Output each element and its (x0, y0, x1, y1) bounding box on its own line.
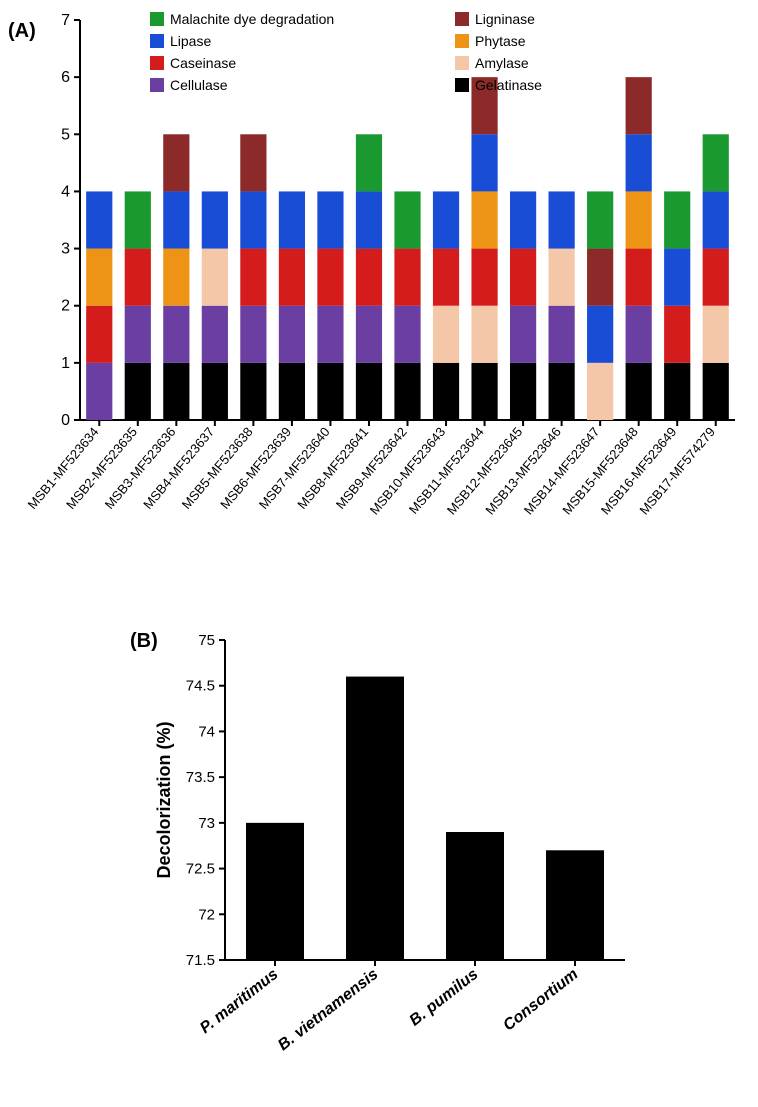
svg-text:71.5: 71.5 (186, 952, 215, 969)
svg-text:MSB2-MF523635: MSB2-MF523635 (63, 424, 140, 512)
chart-a-container: (A) 01234567MSB1-MF523634MSB2-MF523635MS… (0, 0, 758, 600)
svg-text:MSB6-MF523639: MSB6-MF523639 (217, 424, 294, 512)
svg-text:Decolorization (%): Decolorization (%) (154, 721, 174, 878)
svg-text:MSB1-MF523634: MSB1-MF523634 (25, 424, 102, 512)
svg-text:73: 73 (198, 815, 215, 832)
svg-text:72.5: 72.5 (186, 861, 215, 878)
svg-text:3: 3 (61, 241, 70, 258)
svg-text:MSB9-MF523642: MSB9-MF523642 (333, 424, 410, 512)
svg-text:Ligninase: Ligninase (475, 11, 535, 27)
svg-text:1: 1 (61, 355, 70, 372)
svg-text:75: 75 (198, 632, 215, 649)
svg-text:7: 7 (61, 12, 70, 29)
chart-b-svg: 71.5 72 72.5 73 73.5 74 74.5 75 Decolorization (… (0, 600, 758, 1102)
svg-text:72: 72 (198, 906, 215, 923)
svg-text:74: 74 (198, 723, 215, 740)
svg-text:MSB5-MF523638: MSB5-MF523638 (179, 424, 256, 512)
svg-text:Cellulase: Cellulase (170, 77, 228, 93)
svg-text:Malachite dye degradation: Malachite dye degradation (170, 11, 334, 27)
svg-text:B. vietnamensis: B. vietnamensis (275, 966, 382, 1054)
svg-text:5: 5 (61, 126, 70, 143)
chart-b-container: (B) 71.5 72 72.5 73 73.5 74 74.5 75 Decolorizati… (0, 600, 758, 1102)
svg-text:Phytase: Phytase (475, 33, 526, 49)
svg-text:MSB7-MF523640: MSB7-MF523640 (256, 424, 333, 512)
chart-a-svg: 0 1 2 3 4 5 6 7 MSB1-MF523634MSB2-MF523635MSB3-M… (0, 0, 758, 600)
svg-text:Caseinase: Caseinase (170, 55, 236, 71)
svg-text:MSB17-MF574279: MSB17-MF574279 (636, 424, 718, 517)
svg-text:6: 6 (61, 69, 70, 86)
svg-text:4: 4 (61, 183, 70, 200)
svg-text:MSB3-MF523636: MSB3-MF523636 (102, 424, 179, 512)
panel-a-label: (A) (8, 20, 36, 43)
svg-text:MSB4-MF523637: MSB4-MF523637 (140, 424, 217, 512)
svg-text:2: 2 (61, 298, 70, 315)
svg-text:B. pumilus: B. pumilus (407, 966, 482, 1030)
svg-text:74.5: 74.5 (186, 678, 215, 695)
svg-text:MSB8-MF523641: MSB8-MF523641 (294, 424, 371, 512)
svg-text:0: 0 (61, 412, 70, 429)
svg-text:Consortium: Consortium (500, 966, 581, 1035)
panel-b-label: (B) (130, 630, 158, 653)
svg-text:Lipase: Lipase (170, 33, 211, 49)
svg-text:Gelatinase: Gelatinase (475, 77, 542, 93)
svg-text:P. maritimus: P. maritimus (197, 966, 282, 1037)
svg-text:Amylase: Amylase (475, 55, 529, 71)
svg-text:73.5: 73.5 (186, 769, 215, 786)
